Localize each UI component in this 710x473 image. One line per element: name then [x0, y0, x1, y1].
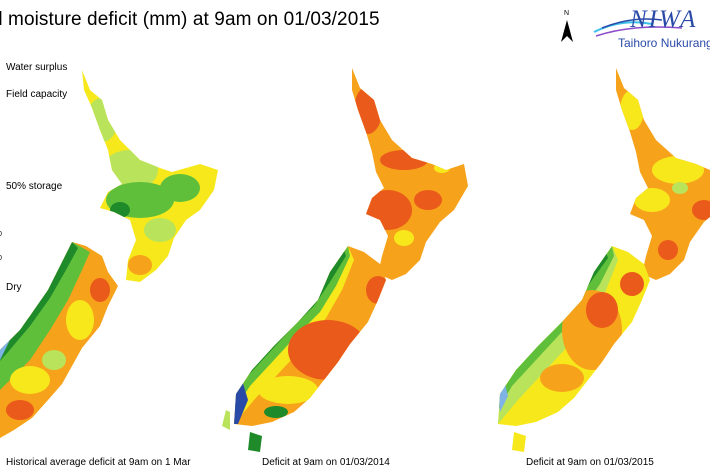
legend-tick: 0	[0, 231, 2, 238]
legend-50-storage: 50% storage	[6, 181, 63, 192]
logo-wordmark: NIWA	[630, 6, 698, 33]
caption-2015: Deficit at 9am on 01/03/2015	[526, 457, 654, 468]
map-historical-average	[0, 70, 230, 440]
legend-field-capacity: Field capacity	[6, 89, 68, 100]
map-deficit-2015	[498, 68, 710, 452]
legend-dry: Dry	[6, 282, 22, 293]
logo-subtitle: Taihoro Nukurang	[618, 36, 710, 50]
caption-2014: Deficit at 9am on 01/03/2014	[262, 457, 390, 468]
legend-tick: 0	[0, 255, 2, 262]
caption-historical: Historical average deficit at 9am on 1 M…	[6, 457, 191, 468]
niwa-logo: NIWA Taihoro Nukurang	[592, 6, 710, 56]
map-title: il moisture deficit (mm) at 9am on 01/03…	[0, 9, 380, 30]
north-label: N	[564, 10, 570, 17]
map-deficit-2014	[234, 68, 468, 452]
north-arrow: N	[560, 10, 576, 46]
legend-water-surplus: Water surplus	[6, 62, 68, 73]
north-arrow-icon	[561, 20, 573, 42]
logo-swoosh-icon	[593, 18, 683, 37]
